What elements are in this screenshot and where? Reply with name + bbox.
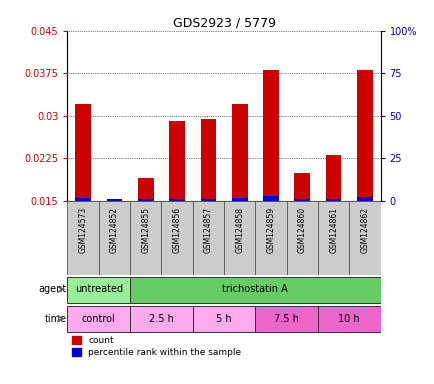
Legend: count, percentile rank within the sample: count, percentile rank within the sample [72,336,241,357]
Bar [231,104,247,286]
Bar [325,199,341,286]
Bar [255,306,317,332]
Bar [130,277,380,303]
Bar [325,156,341,286]
Bar [67,277,130,303]
Bar [317,201,349,275]
Text: agent: agent [39,284,67,294]
Bar [67,306,130,332]
Text: trichostatin A: trichostatin A [222,284,288,294]
Bar [317,306,380,332]
Text: GSM124862: GSM124862 [360,207,368,253]
Bar [224,201,255,275]
Bar [192,201,224,275]
Bar [200,199,216,286]
Bar [67,201,99,275]
Text: GSM124860: GSM124860 [297,207,306,253]
Bar [130,306,192,332]
Bar [138,178,153,286]
Bar [99,201,130,275]
Text: GSM124856: GSM124856 [172,207,181,253]
Bar [138,199,153,286]
Text: GSM124857: GSM124857 [204,207,212,253]
Text: GSM124855: GSM124855 [141,207,150,253]
Bar [263,196,278,286]
Bar [286,201,317,275]
Text: untreated: untreated [75,284,122,294]
Text: GSM124859: GSM124859 [266,207,275,253]
Bar [349,201,380,275]
Text: 7.5 h: 7.5 h [273,314,299,324]
Bar [255,201,286,275]
Bar [263,70,278,286]
Text: GSM124858: GSM124858 [235,207,243,253]
Bar [169,199,184,286]
Bar [294,199,309,286]
Text: control: control [82,314,115,324]
Bar [356,70,372,286]
Text: 5 h: 5 h [216,314,231,324]
Text: 10 h: 10 h [338,314,359,324]
Bar [75,104,91,286]
Text: GSM124573: GSM124573 [79,207,87,253]
Text: GSM124861: GSM124861 [329,207,337,253]
Bar [192,306,255,332]
Bar [200,119,216,286]
Bar [231,198,247,286]
Title: GDS2923 / 5779: GDS2923 / 5779 [172,17,275,30]
Bar [356,197,372,286]
Text: time: time [45,314,67,324]
Bar [161,201,192,275]
Bar [106,201,122,286]
Bar [294,172,309,286]
Text: 2.5 h: 2.5 h [148,314,174,324]
Bar [106,199,122,286]
Bar [169,121,184,286]
Bar [75,198,91,286]
Bar [130,201,161,275]
Text: GSM124852: GSM124852 [110,207,118,253]
